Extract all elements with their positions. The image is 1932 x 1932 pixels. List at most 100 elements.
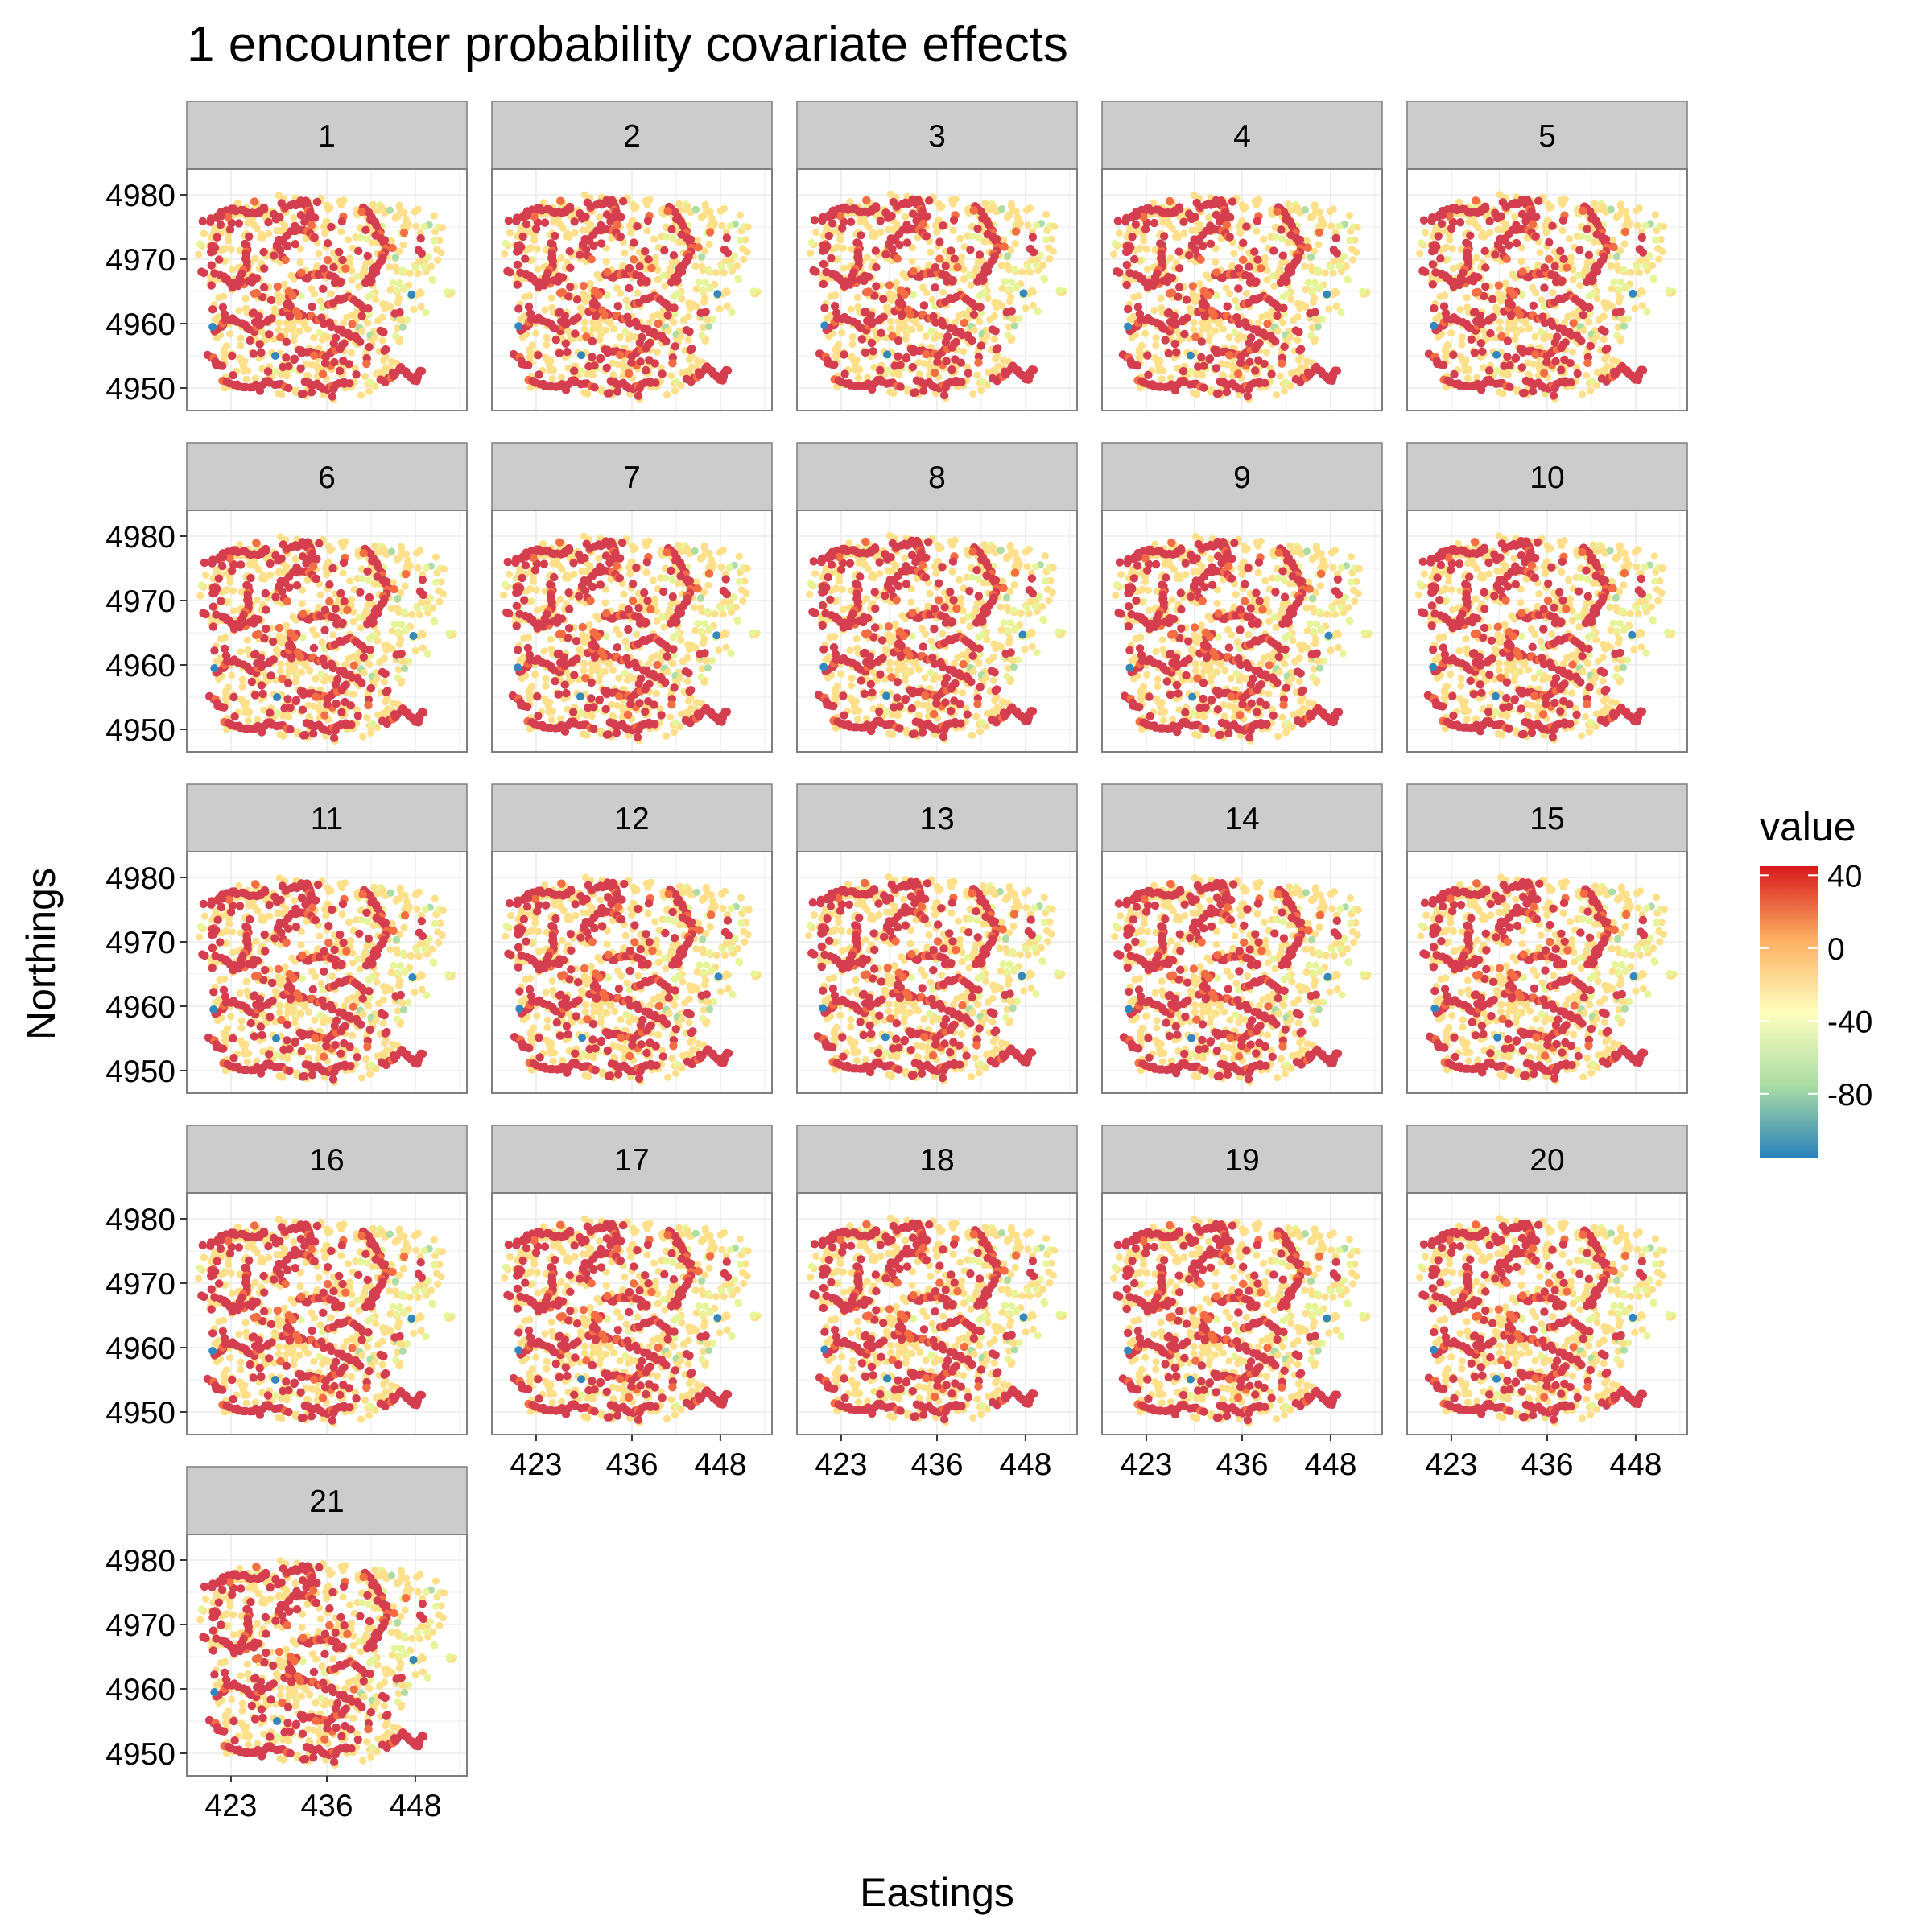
data-point xyxy=(1556,246,1565,255)
data-point xyxy=(1643,308,1651,316)
data-point xyxy=(312,197,322,207)
data-point xyxy=(541,306,549,314)
data-point xyxy=(198,217,207,226)
data-point xyxy=(534,351,543,360)
data-point xyxy=(328,392,337,401)
data-point xyxy=(1499,390,1507,398)
data-point xyxy=(297,292,305,300)
data-point xyxy=(1567,378,1575,387)
data-point xyxy=(399,229,409,237)
data-point xyxy=(1245,384,1253,394)
data-point xyxy=(906,310,915,319)
data-point xyxy=(660,246,669,255)
data-point xyxy=(705,228,715,237)
data-point xyxy=(1332,303,1340,311)
data-point xyxy=(1591,200,1599,208)
data-point xyxy=(1205,354,1215,363)
data-point xyxy=(1608,285,1616,293)
data-point xyxy=(1199,242,1208,250)
data-point xyxy=(1467,335,1476,344)
data-point xyxy=(275,326,283,334)
data-point xyxy=(1003,213,1012,221)
data-point xyxy=(1349,256,1357,264)
data-point xyxy=(530,236,539,244)
data-point xyxy=(357,391,365,399)
data-point xyxy=(684,336,692,344)
data-point xyxy=(259,233,267,242)
data-point xyxy=(308,361,316,369)
data-point xyxy=(571,329,580,338)
data-point xyxy=(1470,349,1480,357)
data-point xyxy=(596,336,604,344)
data-point xyxy=(1496,318,1504,326)
data-point xyxy=(349,690,357,698)
data-point xyxy=(1586,386,1595,394)
data-point xyxy=(1438,211,1447,220)
data-point xyxy=(621,249,629,257)
data-point xyxy=(376,375,385,384)
data-point xyxy=(310,233,319,242)
data-point xyxy=(1271,337,1280,346)
data-point xyxy=(225,225,235,234)
data-point xyxy=(861,219,869,227)
data-point xyxy=(597,239,606,248)
data-point xyxy=(872,262,881,272)
data-point xyxy=(378,204,386,212)
data-point xyxy=(273,282,282,291)
data-point xyxy=(734,275,742,283)
data-point xyxy=(395,279,403,287)
data-point xyxy=(1550,262,1559,270)
data-point xyxy=(531,225,541,233)
data-point xyxy=(565,233,573,241)
data-point xyxy=(1128,233,1137,242)
data-point xyxy=(362,359,371,369)
data-point xyxy=(1512,238,1521,248)
data-point xyxy=(1569,275,1577,283)
data-point xyxy=(580,325,588,333)
data-point xyxy=(324,204,332,213)
data-point xyxy=(1234,336,1242,344)
data-point xyxy=(968,336,976,345)
data-point xyxy=(378,336,386,345)
data-point xyxy=(398,323,407,331)
data-point xyxy=(1528,220,1538,229)
data-point xyxy=(602,210,612,219)
data-point xyxy=(857,335,866,344)
data-point xyxy=(1205,336,1213,345)
data-point xyxy=(953,262,962,272)
data-point xyxy=(250,221,258,229)
data-point xyxy=(291,221,299,230)
data-point xyxy=(534,283,543,291)
data-point xyxy=(854,303,862,312)
data-point xyxy=(374,316,382,325)
data-point xyxy=(951,355,960,364)
data-point xyxy=(664,327,672,335)
data-point xyxy=(522,220,531,229)
facet-label: 3 xyxy=(928,119,946,154)
data-point xyxy=(1529,301,1538,310)
data-point xyxy=(1450,369,1459,379)
data-point xyxy=(1241,318,1249,327)
data-point xyxy=(1428,280,1437,289)
data-point xyxy=(1301,206,1309,214)
data-point xyxy=(1553,332,1562,341)
data-point xyxy=(931,368,939,378)
data-point xyxy=(1278,359,1286,368)
data-point xyxy=(317,313,326,322)
data-point xyxy=(412,549,421,557)
data-point xyxy=(1111,240,1119,248)
data-point xyxy=(1110,250,1118,258)
data-point xyxy=(398,316,406,324)
data-point xyxy=(344,236,353,244)
data-point xyxy=(1199,298,1208,308)
data-point xyxy=(196,240,204,248)
data-point xyxy=(852,365,860,374)
data-point xyxy=(1478,347,1487,356)
data-point xyxy=(973,371,981,379)
data-point xyxy=(909,348,919,357)
data-point xyxy=(861,288,871,297)
data-point xyxy=(263,367,273,376)
data-point xyxy=(337,217,346,226)
data-point xyxy=(298,668,306,676)
data-point xyxy=(683,203,692,211)
